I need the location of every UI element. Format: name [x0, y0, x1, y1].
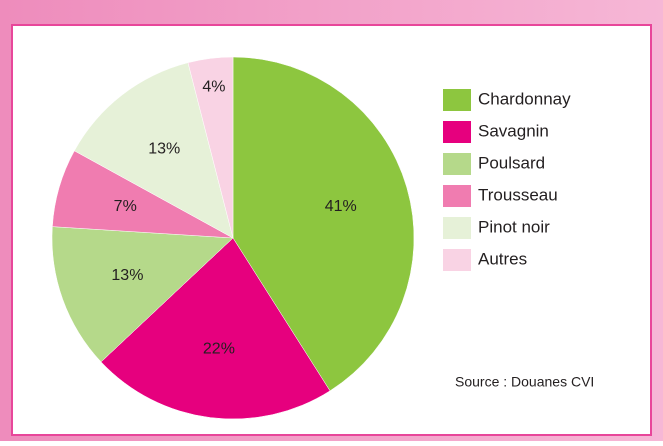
- pie-slice: [187, 56, 234, 239]
- legend: Chardonnay Savagnin Poulsard Trousseau Pinot…: [443, 89, 571, 271]
- slice-label: 22%: [203, 341, 235, 358]
- slice-label: 13%: [148, 141, 180, 158]
- legend-label: Chardonnay: [478, 89, 571, 108]
- legend-swatch: [443, 185, 471, 207]
- legend-label: Autres: [478, 249, 527, 268]
- pie-slice: [51, 226, 234, 363]
- pie-slice: [74, 62, 234, 239]
- slice-label: 7%: [114, 198, 137, 215]
- pie-slice: [232, 56, 415, 392]
- pie-slice: [100, 237, 331, 420]
- legend-swatch: [443, 217, 471, 239]
- legend-swatch: [443, 153, 471, 175]
- legend-label: Pinot noir: [478, 217, 550, 236]
- legend-label: Poulsard: [478, 153, 545, 172]
- slice-label: 41%: [325, 198, 357, 215]
- legend-label: Trousseau: [478, 185, 558, 204]
- legend-swatch: [443, 249, 471, 271]
- legend-label: Savagnin: [478, 121, 549, 140]
- legend-swatch: [443, 89, 471, 111]
- slice-label: 13%: [111, 267, 143, 284]
- slice-label: 4%: [202, 78, 225, 95]
- source-note: Source : Douanes CVI: [455, 374, 594, 390]
- pie: 41% 22% 13% 7% 13% 4%: [51, 56, 415, 420]
- legend-swatch: [443, 121, 471, 143]
